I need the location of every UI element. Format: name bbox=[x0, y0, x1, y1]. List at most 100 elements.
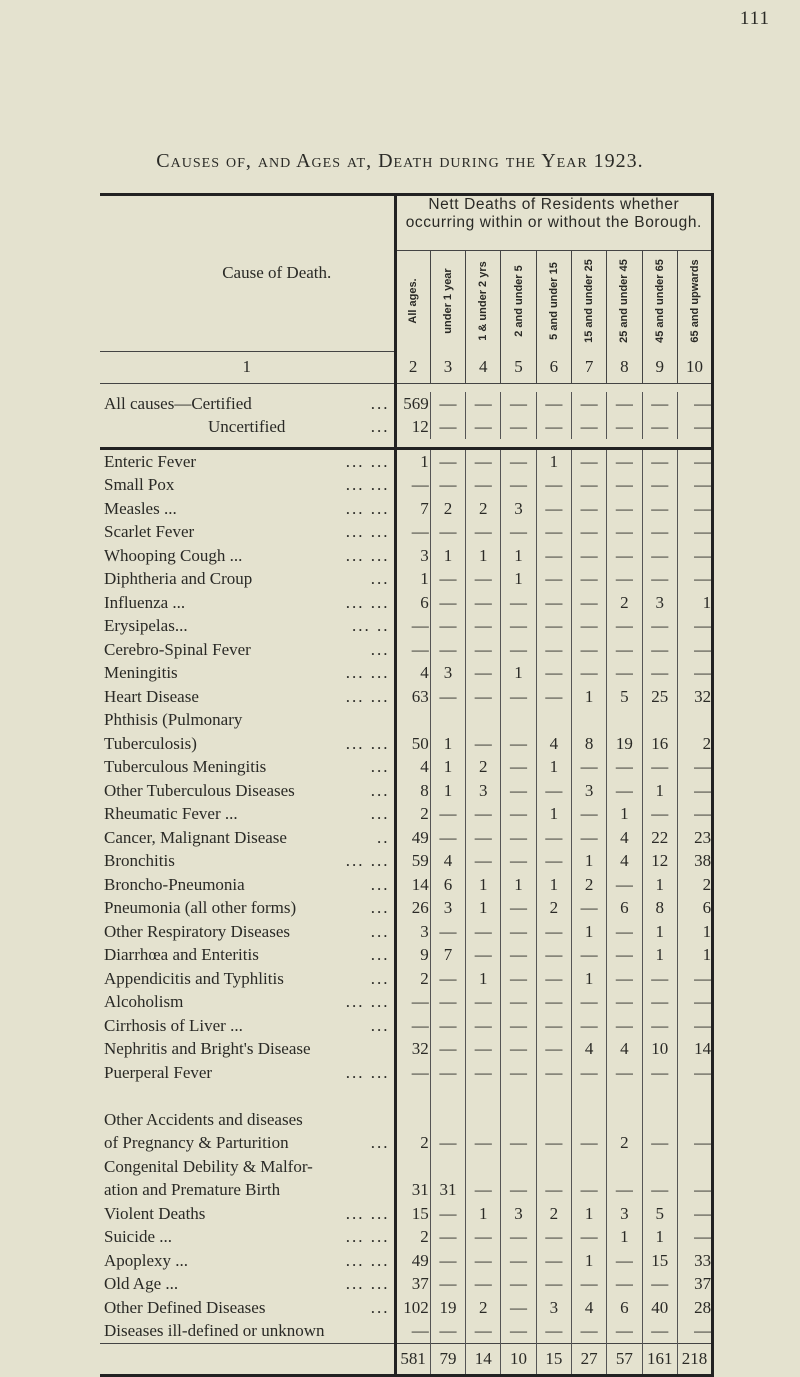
cell-value: — bbox=[465, 943, 501, 967]
cell-value: — bbox=[465, 919, 501, 943]
cell-value: 1 bbox=[641, 943, 678, 967]
table-row: Pneumonia (all other forms)... 26 3 1—2—6 8 6 bbox=[100, 896, 715, 920]
cell-value: — bbox=[500, 614, 537, 638]
cell-value: — bbox=[429, 448, 466, 473]
cell-value: — bbox=[535, 473, 572, 497]
cell-value: — bbox=[535, 1248, 572, 1272]
cell-value: — bbox=[676, 802, 715, 826]
cell-value: — bbox=[429, 1037, 466, 1061]
cause-label: All causes—Certified... bbox=[100, 392, 395, 416]
cell-value: 1 bbox=[535, 872, 572, 896]
cell-value: 2 bbox=[676, 872, 715, 896]
cell-value: — bbox=[393, 1013, 431, 1037]
cell-value: 3 bbox=[465, 778, 501, 802]
table-row: Congenital Debility & Malfor- ation and … bbox=[100, 1154, 715, 1202]
cell-value: — bbox=[676, 543, 715, 567]
cause-label: Appendicitis and Typhlitis... bbox=[100, 967, 395, 991]
cause-name: Appendicitis and Typhlitis bbox=[104, 968, 284, 988]
cell-value: — bbox=[606, 1013, 643, 1037]
cell-value: — bbox=[500, 1154, 537, 1202]
cell-value: 5 bbox=[641, 1201, 678, 1225]
leader-dots: ... bbox=[370, 1133, 390, 1152]
cell-value: — bbox=[676, 614, 715, 638]
cell-value: 6 bbox=[606, 896, 643, 920]
cell-value: — bbox=[500, 415, 537, 439]
cell-value: — bbox=[535, 825, 572, 849]
cause-label: Heart Disease ... ... bbox=[100, 685, 395, 709]
cell-value: — bbox=[570, 896, 607, 920]
cell-value: 7 bbox=[393, 496, 431, 520]
cell-value: 5 bbox=[606, 684, 643, 708]
cell-value: — bbox=[606, 872, 643, 896]
cell-value: 6 bbox=[676, 896, 715, 920]
leader-dots: ... ... bbox=[345, 992, 390, 1011]
separator-cell bbox=[571, 383, 606, 392]
cell-value: 2 bbox=[429, 496, 466, 520]
cell-value: — bbox=[500, 520, 537, 544]
cause-label: Cerebro-Spinal Fever... bbox=[100, 638, 395, 662]
table-row: Old Age ...... ... 37— — — — — — —37 bbox=[100, 1272, 715, 1296]
cell-value: 3 bbox=[393, 543, 431, 567]
cell-value: — bbox=[500, 1295, 537, 1319]
cause-name: Rheumatic Fever ... bbox=[104, 804, 238, 823]
cell-value: 1 bbox=[465, 872, 501, 896]
cause-label: Apoplexy ... ... ... bbox=[100, 1249, 395, 1273]
cause-name: Nephritis and Bright's Disease bbox=[104, 1039, 311, 1058]
table-row: Erysipelas...... .. — — — — — — — — — bbox=[100, 614, 715, 638]
cell-value: — bbox=[429, 990, 466, 1014]
cell-value: — bbox=[570, 496, 607, 520]
age-column-label: 1 & under 2 yrs bbox=[477, 261, 490, 341]
cause-label: Old Age ... ... ... bbox=[100, 1272, 395, 1296]
row-separator bbox=[100, 438, 715, 450]
cause-label: Rheumatic Fever ...... bbox=[100, 802, 395, 826]
cell-value: 1 bbox=[393, 567, 431, 591]
cell-value: — bbox=[500, 708, 537, 755]
cell-value: — bbox=[641, 966, 678, 990]
cell-value: 3 bbox=[570, 778, 607, 802]
cause-label: Suicide ... ... ... bbox=[100, 1225, 395, 1249]
causes-of-death-table: Cause of Death. Nett Deaths of Residents… bbox=[100, 193, 715, 1377]
cause-name: Puerperal Fever bbox=[104, 1062, 213, 1082]
leader-dots: ... ... bbox=[345, 522, 390, 541]
cell-value: 9 bbox=[393, 943, 431, 967]
cell-value: — bbox=[606, 943, 643, 967]
cell-value: 1 bbox=[676, 919, 715, 943]
cell-value: — bbox=[641, 415, 678, 439]
cell-value: — bbox=[500, 919, 537, 943]
cell-value: 3 bbox=[535, 1295, 572, 1319]
cell-value: — bbox=[465, 990, 501, 1014]
cause-name: Other Respiratory Diseases bbox=[104, 921, 291, 941]
leader-dots: ... .. bbox=[352, 616, 390, 635]
cell-value: — bbox=[500, 1225, 537, 1249]
age-column-header: 15 and under 25 bbox=[570, 250, 607, 351]
cell-value: 3 bbox=[641, 590, 678, 614]
age-column-label: 45 and under 65 bbox=[653, 259, 666, 343]
cell-value: 1 bbox=[606, 802, 643, 826]
cell-value: — bbox=[465, 849, 501, 873]
cell-value: 4 bbox=[606, 825, 643, 849]
cell-value: 1 bbox=[429, 708, 466, 755]
cell-value: — bbox=[429, 520, 466, 544]
cell-value: 31 bbox=[429, 1154, 466, 1202]
cell-value: 2 bbox=[570, 872, 607, 896]
leader-dots: ... bbox=[370, 393, 390, 413]
table-row: Tuberculous Meningitis... 4 1 2—1— — — — bbox=[100, 755, 715, 779]
cell-value: 4 bbox=[393, 755, 431, 779]
cause-name: Alcoholism bbox=[104, 992, 184, 1011]
cell-value: 1 bbox=[393, 448, 431, 473]
age-column-header: 5 and under 15 bbox=[535, 250, 572, 351]
cell-value: — bbox=[570, 614, 607, 638]
cell-value: — bbox=[570, 1272, 607, 1296]
cell-value: 1 bbox=[535, 755, 572, 779]
column-number: 2 bbox=[393, 351, 431, 384]
leader-dots: ... ... bbox=[345, 686, 390, 706]
cell-value: — bbox=[676, 567, 715, 591]
leader-dots: ... ... bbox=[345, 1274, 390, 1293]
cell-value: 8 bbox=[641, 896, 678, 920]
cell-value: — bbox=[676, 990, 715, 1014]
table-row: Diarrhœa and Enteritis... 9 7— — — — —1 1 bbox=[100, 943, 715, 967]
cell-value: — bbox=[535, 1154, 572, 1202]
leader-dots: ... ... bbox=[345, 498, 390, 518]
table-row: Other Accidents and diseases of Pregnanc… bbox=[100, 1084, 715, 1155]
leader-dots: ... ... bbox=[345, 851, 390, 870]
